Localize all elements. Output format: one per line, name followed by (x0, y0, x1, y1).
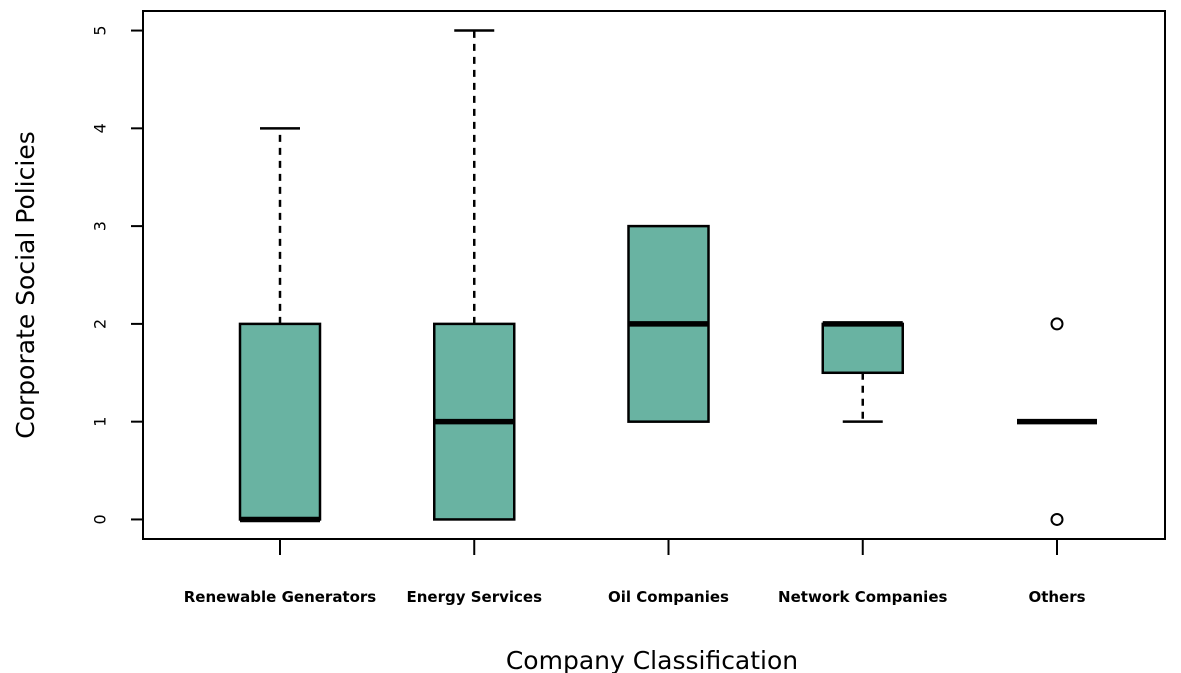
outlier-point (1050, 512, 1064, 526)
y-tick-label: 2 (91, 319, 110, 329)
box-group (1017, 317, 1097, 526)
y-axis: 0 1 2 3 4 5 (91, 25, 143, 525)
y-axis-title: Corporate Social Policies (11, 131, 40, 438)
x-axis-title: Company Classification (506, 646, 798, 673)
x-axis: Renewable Generators Energy Services Oil C… (184, 539, 1086, 606)
box-group (433, 29, 516, 521)
box-body (821, 322, 904, 375)
y-tick-label: 0 (91, 514, 110, 524)
outlier-point (1050, 317, 1064, 331)
x-category-label: Oil Companies (608, 588, 729, 606)
box-body (238, 322, 322, 521)
y-tick-label: 1 (91, 417, 110, 427)
x-category-label: Network Companies (778, 588, 947, 606)
box-group (627, 224, 710, 423)
x-category-label: Others (1028, 588, 1085, 606)
x-category-label: Renewable Generators (184, 588, 377, 606)
y-tick-label: 4 (91, 123, 110, 133)
plot-frame (142, 10, 1166, 540)
box-group (238, 127, 322, 523)
box-group (821, 321, 904, 423)
x-category-label: Energy Services (406, 588, 542, 606)
y-tick-label: 5 (91, 25, 110, 35)
y-tick-label: 3 (91, 221, 110, 231)
boxes (238, 29, 1097, 526)
